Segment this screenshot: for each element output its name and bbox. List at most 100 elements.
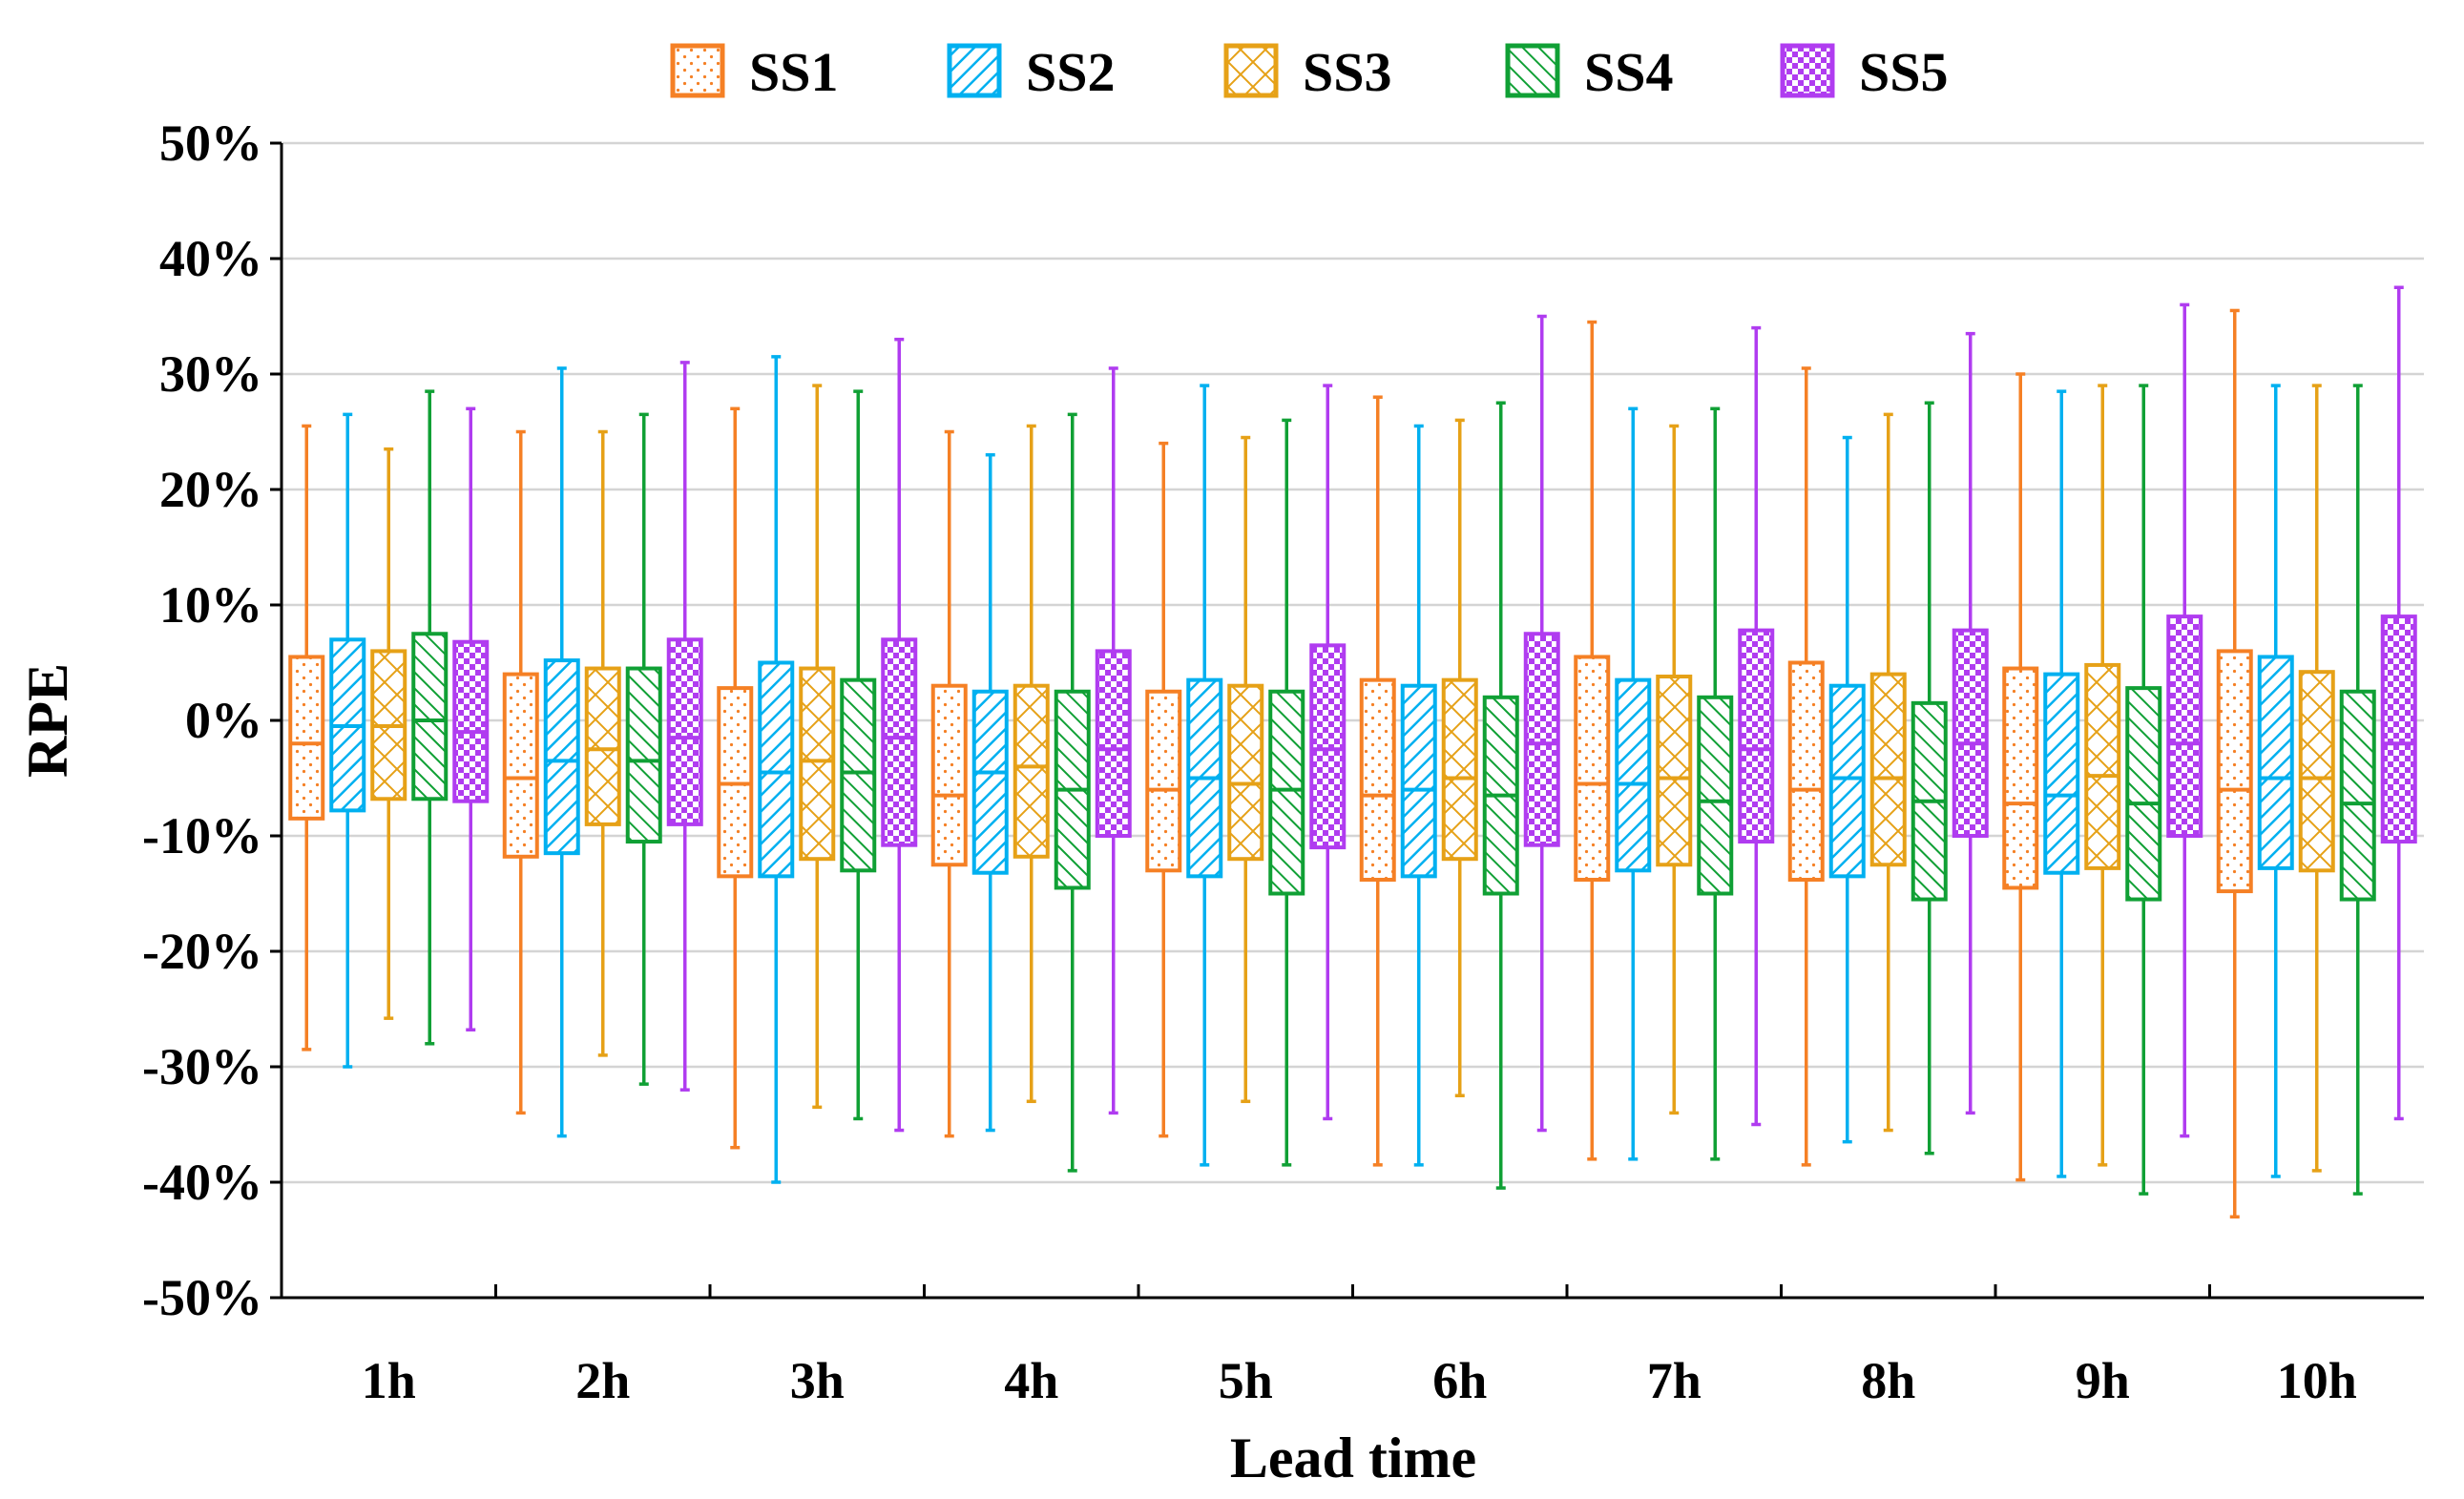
box-SS3-5h xyxy=(1227,435,1264,1104)
box-SS3-3h xyxy=(799,384,836,1110)
box-iqr xyxy=(2166,614,2203,838)
legend-label: SS1 xyxy=(749,41,839,103)
box-SS1-5h xyxy=(1145,441,1182,1138)
box-iqr xyxy=(1359,677,1396,882)
box-iqr xyxy=(2002,666,2039,890)
box-iqr xyxy=(2216,649,2253,894)
box-SS3-1h xyxy=(370,447,407,1020)
legend-swatch xyxy=(1780,43,1835,98)
box-SS2-4h xyxy=(971,452,1009,1133)
x-tick-label: 6h xyxy=(1432,1352,1487,1409)
box-SS4-5h xyxy=(1268,418,1305,1167)
legend-label: SS3 xyxy=(1303,41,1392,103)
box-SS4-7h xyxy=(1697,406,1734,1161)
legend-label: SS5 xyxy=(1859,41,1949,103)
y-tick-label: -50% xyxy=(142,1269,262,1326)
box-iqr xyxy=(2084,662,2121,870)
box-SS4-9h xyxy=(2125,384,2162,1196)
box-SS4-2h xyxy=(625,412,662,1086)
y-tick-label: 0% xyxy=(185,692,262,749)
box-SS5-3h xyxy=(881,337,918,1133)
box-iqr xyxy=(1828,683,1866,879)
box-iqr xyxy=(1574,655,1611,882)
box-iqr xyxy=(625,666,662,844)
box-SS1-8h xyxy=(1787,366,1825,1167)
box-iqr xyxy=(1952,628,1989,838)
box-SS5-6h xyxy=(1523,314,1560,1133)
legend-item-SS1: SS1 xyxy=(670,41,839,103)
box-SS5-5h xyxy=(1309,384,1347,1121)
box-SS3-9h xyxy=(2084,384,2121,1167)
box-SS5-9h xyxy=(2166,302,2203,1138)
y-tick-label: -20% xyxy=(142,923,262,980)
x-tick-label: 9h xyxy=(2076,1352,2130,1409)
box-iqr xyxy=(666,637,703,826)
x-tick-label: 2h xyxy=(575,1352,630,1409)
box-iqr xyxy=(1656,675,1693,867)
x-axis-title: Lead time xyxy=(1230,1426,1476,1489)
legend-swatch xyxy=(947,43,1002,98)
box-iqr xyxy=(1268,689,1305,896)
box-SS2-2h xyxy=(543,366,580,1138)
legend-swatch xyxy=(1505,43,1560,98)
box-SS5-10h xyxy=(2380,285,2417,1121)
box-iqr xyxy=(2298,670,2335,873)
y-axis-title: RPE xyxy=(16,663,79,778)
box-iqr xyxy=(971,689,1009,875)
box-SS1-2h xyxy=(502,429,539,1115)
box-SS3-8h xyxy=(1869,412,1907,1133)
box-iqr xyxy=(2257,655,2294,870)
box-SS1-1h xyxy=(288,424,325,1051)
y-tick-label: -10% xyxy=(142,807,262,864)
x-tick-label: 7h xyxy=(1647,1352,1702,1409)
x-tick-label: 1h xyxy=(362,1352,416,1409)
box-iqr xyxy=(930,683,968,867)
box-SS3-4h xyxy=(1013,424,1050,1104)
box-iqr xyxy=(840,677,877,873)
legend-item-SS4: SS4 xyxy=(1505,41,1674,103)
box-plots xyxy=(288,285,2417,1219)
box-SS2-5h xyxy=(1186,384,1223,1167)
y-tick-label: 20% xyxy=(159,461,262,518)
y-tick-label: 50% xyxy=(159,115,262,172)
box-iqr xyxy=(1738,628,1775,844)
box-SS1-7h xyxy=(1574,320,1611,1161)
box-SS5-4h xyxy=(1095,366,1132,1115)
x-tick-label: 5h xyxy=(1219,1352,1273,1409)
box-iqr xyxy=(1309,643,1347,850)
box-iqr xyxy=(1787,660,1825,882)
box-SS3-2h xyxy=(584,429,621,1057)
box-iqr xyxy=(758,660,795,879)
box-iqr xyxy=(543,658,580,856)
x-tick-labels: 1h 2h 3h 4h 5h 6h 7h 8h 9h 10h xyxy=(362,1352,2357,1409)
box-iqr xyxy=(1615,677,1652,873)
box-SS2-1h xyxy=(329,412,366,1069)
box-iqr xyxy=(881,637,918,847)
x-tick-label: 8h xyxy=(1861,1352,1915,1409)
y-tick-label: -30% xyxy=(142,1038,262,1095)
box-iqr xyxy=(2380,614,2417,844)
x-tick-label: 3h xyxy=(790,1352,845,1409)
box-iqr xyxy=(1145,689,1182,873)
legend-swatch xyxy=(1223,43,1279,98)
y-tick-label: -40% xyxy=(142,1154,262,1211)
box-SS4-8h xyxy=(1911,401,1948,1155)
box-SS3-10h xyxy=(2298,384,2335,1173)
box-iqr xyxy=(288,655,325,821)
box-SS2-6h xyxy=(1400,424,1437,1167)
box-SS1-6h xyxy=(1359,395,1396,1167)
box-iqr xyxy=(1227,683,1264,862)
box-iqr xyxy=(502,672,539,859)
y-tick-label: 40% xyxy=(159,230,262,287)
y-tick-label: 30% xyxy=(159,345,262,403)
legend-item-SS2: SS2 xyxy=(947,41,1116,103)
box-SS5-7h xyxy=(1738,325,1775,1127)
legend-swatch xyxy=(670,43,725,98)
legend-label: SS2 xyxy=(1026,41,1116,103)
box-SS1-4h xyxy=(930,429,968,1138)
box-SS3-6h xyxy=(1441,418,1478,1097)
box-iqr xyxy=(411,632,449,802)
box-SS1-3h xyxy=(717,406,754,1150)
box-iqr xyxy=(2125,686,2162,902)
box-iqr xyxy=(1441,677,1478,862)
